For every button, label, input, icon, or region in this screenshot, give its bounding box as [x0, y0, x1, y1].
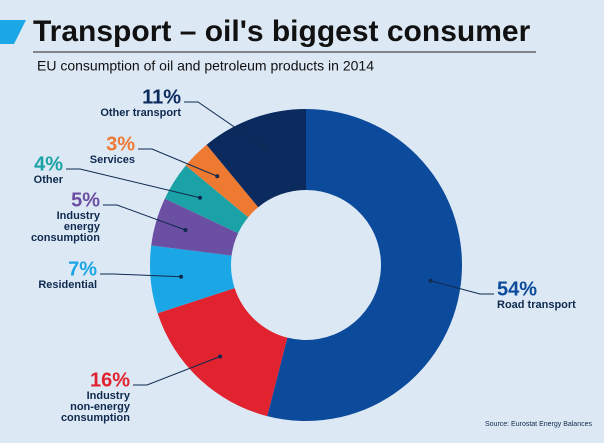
leader-dot: [428, 278, 433, 283]
value-label: 4%: [34, 153, 63, 175]
title-accent: [0, 20, 26, 44]
donut-slice: [164, 165, 249, 234]
leader-dot: [179, 274, 184, 279]
chart-title: Transport – oil's biggest consumer: [33, 15, 531, 48]
category-label: Services: [90, 154, 135, 166]
category-label: Industry energy consumption: [31, 210, 101, 244]
donut-slice: [267, 109, 462, 421]
leader-line: [184, 101, 264, 148]
value-label: 11%: [142, 86, 181, 108]
category-label: Industry non-energy consumption: [61, 390, 131, 424]
donut-slice: [185, 144, 259, 218]
value-label: 7%: [68, 258, 97, 280]
value-label: 16%: [90, 369, 130, 391]
donut-slice: [157, 288, 288, 417]
donut-slice: [206, 109, 306, 208]
donut-slice: [151, 198, 239, 256]
value-label: 54%: [497, 278, 537, 300]
leader-dot: [215, 174, 220, 179]
leader-line: [103, 204, 186, 231]
value-label: 3%: [106, 133, 135, 155]
leader-dot: [218, 354, 223, 359]
leader-dot: [261, 144, 266, 149]
leader-line: [133, 356, 221, 386]
leader-line: [100, 273, 182, 278]
source-note: Source: Eurostat Energy Balances: [485, 421, 593, 428]
leader-line: [138, 148, 218, 177]
category-label: Other transport: [100, 107, 181, 119]
category-label: Residential: [38, 279, 97, 291]
leader-line: [66, 168, 201, 199]
leader-line: [430, 280, 494, 295]
category-label: Other: [34, 174, 64, 186]
category-label: Road transport: [497, 299, 576, 311]
leader-dot: [183, 227, 188, 232]
value-label: 5%: [71, 189, 100, 211]
leader-dot: [198, 195, 203, 200]
chart-subtitle: EU consumption of oil and petroleum prod…: [37, 58, 374, 74]
donut-slice: [149, 245, 235, 314]
